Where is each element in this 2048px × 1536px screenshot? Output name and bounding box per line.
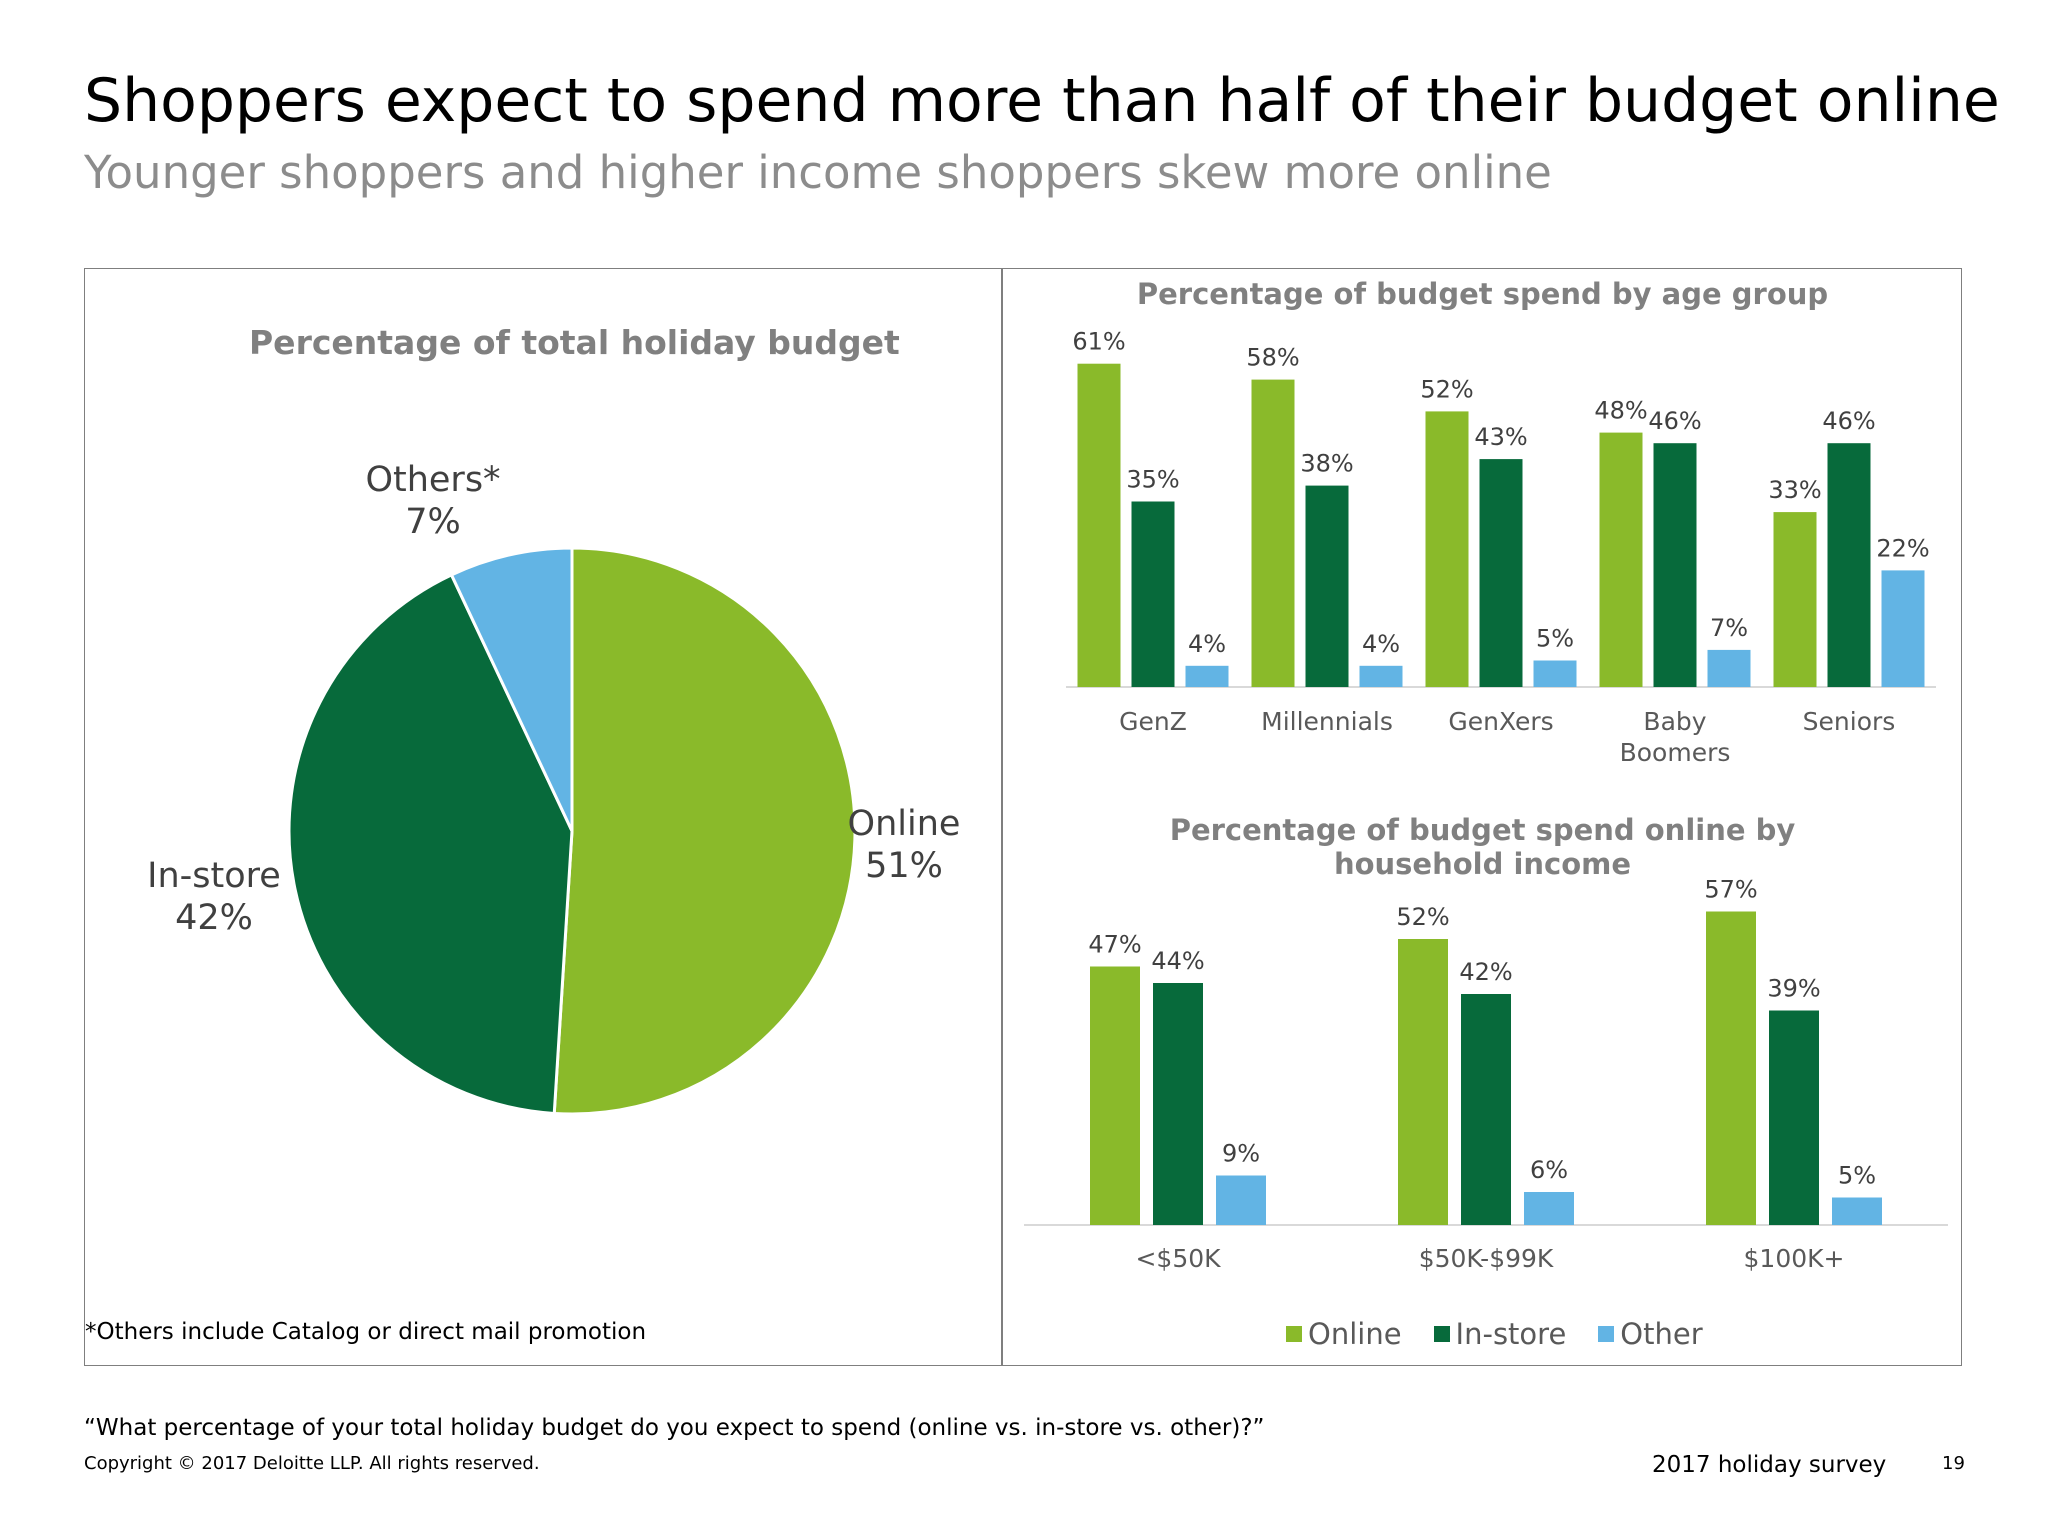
- tick-label-genz: GenZ: [1119, 707, 1187, 736]
- data-label-in-store-millennials: 38%: [1300, 450, 1353, 478]
- bar-in-store-baby-boomers: [1653, 443, 1697, 687]
- bar-online-millennials: [1251, 379, 1295, 687]
- data-label-online-100k: 57%: [1704, 876, 1757, 904]
- bar-online-100k: [1706, 911, 1756, 1225]
- data-label-in-store-baby-boomers: 46%: [1648, 407, 1701, 435]
- bar-in-store-50k: [1153, 983, 1203, 1225]
- bar-panel: Percentage of budget spend by age group …: [1001, 268, 1962, 1366]
- data-label-online-genz: 61%: [1072, 328, 1125, 356]
- data-label-other-baby-boomers: 7%: [1710, 614, 1748, 642]
- bar-other-50k: [1216, 1175, 1266, 1225]
- pie-label-online: Online 51%: [824, 803, 984, 887]
- data-label-in-store-genz: 35%: [1126, 466, 1179, 494]
- tick-label-baby-boomers: Baby Boomers: [1620, 707, 1731, 767]
- data-label-online-seniors: 33%: [1768, 476, 1821, 504]
- bar-in-store-100k: [1769, 1010, 1819, 1225]
- age-chart-title: Percentage of budget spend by age group: [1136, 277, 1829, 311]
- data-label-other-50k: 9%: [1222, 1140, 1260, 1168]
- data-label-in-store-seniors: 46%: [1822, 407, 1875, 435]
- pie-label-others-name: Others*: [365, 460, 501, 500]
- data-label-online-genxers: 52%: [1420, 375, 1473, 403]
- legend-item-instore: In-store: [1433, 1317, 1567, 1351]
- data-label-other-genxers: 5%: [1536, 625, 1574, 653]
- bar-online-50k-99k: [1398, 939, 1448, 1225]
- pie-label-instore-name: In-store: [147, 856, 281, 896]
- pie-slice-online: [552, 546, 857, 1116]
- legend-swatch-online: [1286, 1326, 1302, 1342]
- bar-in-store-millennials: [1305, 485, 1349, 687]
- bar-online-50k: [1090, 966, 1140, 1225]
- footnote: *Others include Catalog or direct mail p…: [85, 1319, 647, 1345]
- bar-online-seniors: [1773, 512, 1817, 687]
- pie-slice-in-store: [287, 572, 574, 1116]
- data-label-in-store-50k-99k: 42%: [1459, 958, 1512, 986]
- bar-in-store-genz: [1131, 501, 1175, 687]
- survey-label: 2017 holiday survey: [1652, 1452, 1887, 1478]
- tick-label-50k-99k: $50K-$99K: [1419, 1244, 1554, 1273]
- pie-slice-others: [449, 546, 574, 832]
- bar-in-store-50k-99k: [1461, 994, 1511, 1225]
- legend-swatch-instore: [1433, 1326, 1450, 1342]
- bar-other-seniors: [1881, 570, 1925, 687]
- tick-label-seniors: Seniors: [1803, 707, 1896, 736]
- pie-chart-title: Percentage of total holiday budget: [249, 323, 900, 362]
- legend-label-online: Online: [1308, 1317, 1402, 1351]
- pie-label-others-value: 7%: [405, 502, 461, 542]
- legend: Online In-store Other: [1286, 1317, 1703, 1351]
- bar-other-millennials: [1359, 665, 1403, 687]
- copyright: Copyright © 2017 Deloitte LLP. All right…: [84, 1453, 540, 1474]
- bar-other-genxers: [1533, 660, 1577, 687]
- tick-label-millennials: Millennials: [1261, 707, 1393, 736]
- bar-online-baby-boomers: [1599, 432, 1643, 687]
- bar-other-genz: [1185, 665, 1229, 687]
- data-label-other-genz: 4%: [1188, 630, 1226, 658]
- survey-question: “What percentage of your total holiday b…: [84, 1415, 1265, 1441]
- pie-chart: [287, 546, 857, 1116]
- data-label-in-store-100k: 39%: [1767, 975, 1820, 1003]
- pie-label-others: Others* 7%: [353, 459, 513, 543]
- tick-label-100k: $100K+: [1744, 1244, 1845, 1273]
- pie-label-online-value: 51%: [865, 846, 943, 886]
- data-label-online-millennials: 58%: [1246, 344, 1299, 372]
- page-number: 19: [1942, 1453, 1965, 1474]
- page-title: Shoppers expect to spend more than half …: [84, 66, 2000, 136]
- tick-label-genxers: GenXers: [1448, 707, 1553, 736]
- data-label-in-store-genxers: 43%: [1474, 423, 1527, 451]
- income-chart-title: Percentage of budget spend online by hou…: [1169, 813, 1796, 881]
- pie-label-instore: In-store 42%: [114, 855, 314, 939]
- legend-item-online: Online: [1286, 1317, 1402, 1351]
- legend-label-instore: In-store: [1455, 1317, 1567, 1351]
- pie-label-instore-value: 42%: [175, 898, 253, 938]
- data-label-other-50k-99k: 6%: [1530, 1156, 1568, 1184]
- page-subtitle: Younger shoppers and higher income shopp…: [84, 146, 1552, 199]
- bar-online-genz: [1077, 363, 1121, 687]
- data-label-other-millennials: 4%: [1362, 630, 1400, 658]
- data-label-other-seniors: 22%: [1876, 534, 1929, 562]
- legend-swatch-other: [1598, 1326, 1615, 1342]
- bar-other-baby-boomers: [1707, 649, 1751, 687]
- bar-other-100k: [1832, 1197, 1882, 1225]
- tick-label-50k: <$50K: [1135, 1244, 1221, 1273]
- data-label-online-baby-boomers: 48%: [1594, 397, 1647, 425]
- legend-item-other: Other: [1598, 1317, 1703, 1351]
- data-label-online-50k-99k: 52%: [1396, 903, 1449, 931]
- bar-in-store-seniors: [1827, 443, 1871, 687]
- data-label-online-50k: 47%: [1088, 931, 1141, 959]
- income-bar-chart: 47% 44% 9% <$50K 52% 42% 6% $50K-$99K 57% 39% 5% $1…: [1024, 876, 1948, 1273]
- age-bar-chart: 61% 35% 4% GenZ 58% 38% 4% Millennials 52%43% 5% G…: [1066, 328, 1936, 767]
- bar-online-genxers: [1425, 411, 1469, 687]
- legend-label-other: Other: [1620, 1317, 1703, 1351]
- bar-other-50k-99k: [1524, 1192, 1574, 1225]
- pie-panel: Percentage of total holiday budget Onlin…: [84, 268, 1003, 1366]
- bar-in-store-genxers: [1479, 459, 1523, 687]
- data-label-in-store-50k: 44%: [1151, 947, 1204, 975]
- data-label-other-100k: 5%: [1838, 1162, 1876, 1190]
- pie-label-online-name: Online: [847, 804, 961, 844]
